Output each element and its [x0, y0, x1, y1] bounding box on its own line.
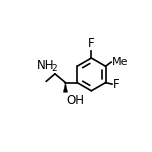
Text: F: F	[113, 78, 119, 91]
Text: F: F	[88, 37, 95, 50]
Text: 2: 2	[51, 64, 57, 73]
Text: Me: Me	[112, 57, 128, 67]
Text: OH: OH	[66, 94, 84, 107]
Text: NH: NH	[37, 59, 54, 73]
Polygon shape	[63, 83, 68, 92]
